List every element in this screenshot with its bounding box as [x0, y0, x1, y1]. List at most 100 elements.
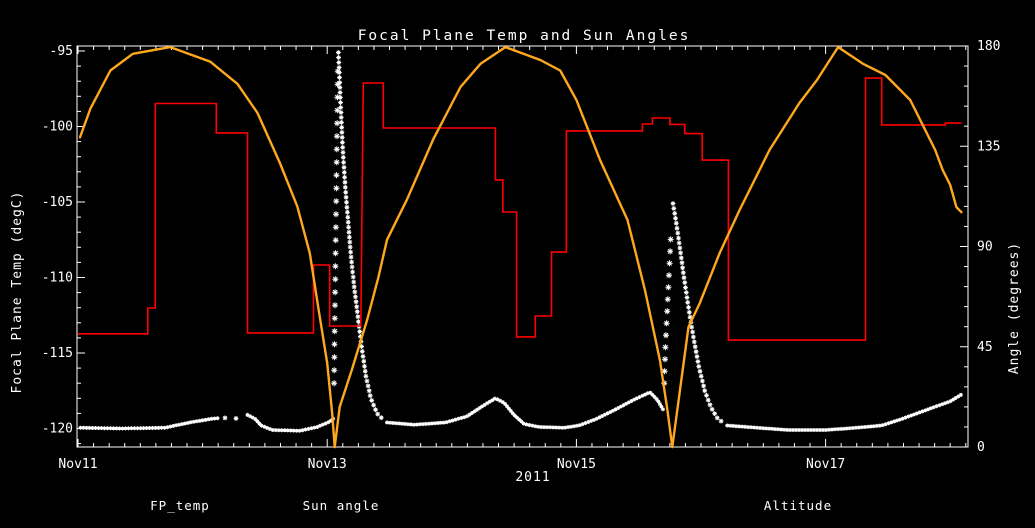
asterisk-marker	[661, 368, 668, 375]
asterisk-marker	[926, 407, 931, 412]
asterisk-marker	[93, 426, 98, 430]
altitude-arc	[333, 45, 674, 449]
asterisk-marker	[342, 174, 347, 180]
asterisk-marker	[912, 412, 916, 417]
asterisk-marker	[844, 426, 849, 431]
asterisk-marker	[948, 399, 953, 404]
asterisk-marker	[693, 349, 699, 355]
asterisk-marker	[336, 65, 342, 70]
asterisk-marker	[120, 426, 125, 431]
asterisk-marker	[303, 427, 308, 432]
asterisk-marker	[333, 159, 340, 166]
asterisk-marker	[343, 189, 349, 195]
asterisk-marker	[519, 419, 524, 424]
asterisk-marker	[270, 428, 275, 432]
asterisk-marker	[521, 421, 526, 426]
x-axis-year-label: 2011	[515, 470, 550, 485]
asterisk-marker	[610, 408, 615, 413]
asterisk-marker	[338, 100, 343, 105]
asterisk-marker	[673, 215, 678, 221]
y-right-axis-title: Angle (degrees)	[1007, 242, 1022, 374]
y-right-tick-label: 90	[977, 240, 993, 255]
asterisk-marker	[569, 424, 573, 429]
asterisk-marker	[629, 399, 634, 403]
asterisk-marker	[129, 426, 134, 431]
asterisk-marker	[580, 422, 585, 427]
asterisk-marker	[883, 422, 888, 427]
asterisk-marker	[337, 80, 343, 85]
asterisk-marker	[512, 413, 517, 418]
asterisk-marker	[470, 411, 474, 415]
asterisk-marker	[591, 417, 596, 422]
axes-layer: Nov11 Nov13 Nov15 Nov17 -95 -100 -105 -110 -115 -…	[42, 39, 1001, 472]
x-tick-label: Nov13	[308, 457, 347, 472]
asterisk-marker	[362, 368, 368, 374]
asterisk-marker	[640, 393, 645, 398]
asterisk-marker	[332, 302, 338, 309]
asterisk-marker	[914, 411, 919, 416]
asterisk-marker	[665, 284, 672, 291]
asterisk-marker	[203, 417, 208, 422]
asterisk-marker	[698, 373, 704, 379]
asterisk-marker	[180, 422, 185, 427]
asterisk-marker	[956, 394, 961, 399]
asterisk-marker	[586, 420, 591, 424]
asterisk-marker	[340, 155, 346, 160]
asterisk-marker	[943, 401, 947, 406]
asterisk-marker	[78, 425, 83, 430]
asterisk-marker	[326, 420, 331, 425]
asterisk-marker	[331, 328, 338, 335]
asterisk-marker	[339, 135, 345, 140]
asterisk-marker	[824, 428, 828, 432]
asterisk-marker	[345, 209, 350, 215]
asterisk-marker	[856, 425, 861, 430]
asterisk-marker	[602, 412, 607, 417]
asterisk-marker	[294, 428, 299, 433]
asterisk-marker	[951, 397, 956, 402]
asterisk-marker	[958, 392, 963, 397]
asterisk-marker	[776, 427, 780, 432]
asterisk-marker	[853, 425, 858, 430]
asterisk-marker	[331, 367, 338, 374]
asterisk-marker	[909, 413, 914, 418]
asterisk-marker	[779, 427, 783, 432]
asterisk-marker	[704, 393, 709, 398]
asterisk-marker	[123, 426, 128, 431]
asterisk-marker	[332, 263, 339, 270]
asterisk-marker	[680, 265, 685, 271]
asterisk-marker	[626, 400, 631, 405]
asterisk-marker	[676, 235, 681, 241]
asterisk-marker	[365, 383, 371, 389]
asterisk-marker	[333, 146, 340, 153]
asterisk-marker	[159, 425, 164, 430]
asterisk-marker	[338, 105, 344, 110]
asterisk-marker	[165, 425, 170, 430]
asterisk-marker	[135, 426, 140, 431]
asterisk-marker	[847, 426, 852, 431]
asterisk-marker	[323, 421, 328, 426]
asterisk-marker	[767, 426, 771, 431]
asterisk-marker	[369, 398, 375, 403]
asterisk-marker	[676, 240, 682, 246]
asterisk-marker	[725, 423, 730, 428]
asterisk-marker	[613, 407, 618, 412]
asterisk-marker	[818, 428, 822, 432]
asterisk-marker	[560, 425, 565, 430]
y-right-tick-label: 45	[977, 340, 993, 355]
asterisk-marker	[664, 308, 671, 315]
asterisk-marker	[222, 415, 228, 421]
asterisk-marker	[411, 422, 416, 427]
asterisk-marker	[332, 276, 339, 283]
legend-item-altitude: Altitude	[764, 498, 832, 513]
asterisk-marker	[542, 425, 547, 430]
asterisk-marker	[514, 415, 519, 420]
asterisk-marker	[797, 428, 801, 432]
asterisk-marker	[662, 356, 668, 363]
asterisk-marker	[871, 424, 876, 429]
asterisk-marker	[188, 420, 193, 425]
asterisk-marker	[364, 378, 370, 384]
asterisk-marker	[545, 425, 550, 430]
asterisk-marker	[577, 423, 582, 428]
asterisk-marker	[279, 428, 284, 433]
asterisk-marker	[340, 140, 345, 145]
